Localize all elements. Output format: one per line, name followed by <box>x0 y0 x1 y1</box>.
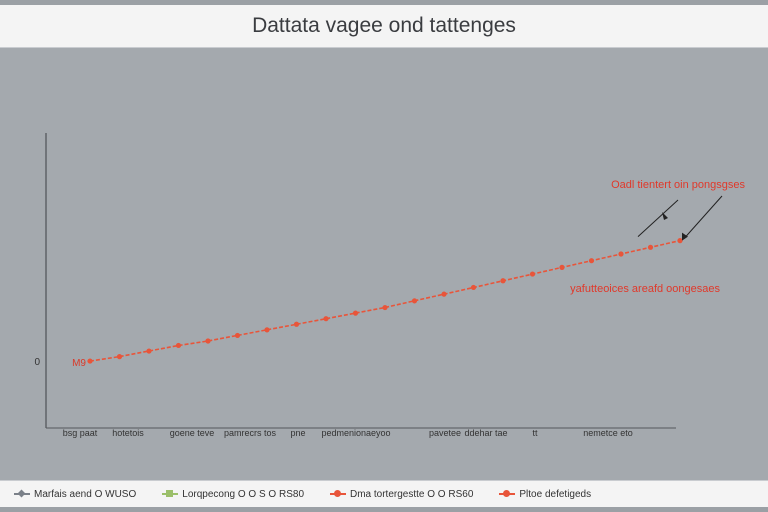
data-point <box>323 316 329 322</box>
data-point <box>116 354 123 360</box>
data-point <box>264 327 270 333</box>
annotation-arrowhead <box>682 232 688 241</box>
data-point <box>618 251 624 257</box>
x-tick-label: goene teve <box>170 428 215 438</box>
legend-label: Marfais aend O WUSO <box>34 488 137 500</box>
data-point <box>441 291 447 297</box>
legend-swatch-icon <box>14 489 30 499</box>
data-point <box>411 298 418 304</box>
chart-title: Dattata vagee ond tattenges <box>252 14 516 37</box>
legend-item-1[interactable]: Marfais aend O WUSO <box>14 489 136 500</box>
x-tick-label: bsg paat <box>63 428 98 438</box>
data-point <box>293 321 300 327</box>
data-point <box>500 278 506 284</box>
data-point <box>529 271 536 277</box>
annotation-label: yafutteoices areafd oongesaes <box>570 283 720 295</box>
x-tick-label: hotetois <box>112 428 144 438</box>
x-tick-label: pedmenionaeyoo <box>321 428 390 438</box>
legend-label: Dma tortergestte O O RS60 <box>350 488 474 500</box>
data-point <box>677 238 683 244</box>
x-tick-label: nemetce eto <box>583 428 633 438</box>
legend-label: Lorqpecong O O S O RS80 <box>182 488 304 500</box>
data-point <box>87 358 93 364</box>
legend-item-2[interactable]: Lorqpecong O O S O RS80 <box>162 489 304 500</box>
x-tick-label: pne <box>290 428 305 438</box>
legend-swatch-icon <box>499 489 516 499</box>
data-point <box>234 332 241 339</box>
data-point <box>146 348 152 354</box>
x-tick-label: ddehar tae <box>464 428 507 438</box>
top-edge <box>0 0 768 5</box>
y-tick-label: 0 <box>34 357 40 368</box>
annotation-arrow <box>637 199 679 237</box>
legend-swatch-icon <box>330 489 346 499</box>
data-point <box>647 244 654 250</box>
legend: Marfais aend O WUSO Lorqpecong O O S O R… <box>0 480 768 507</box>
x-tick-label: tt <box>532 428 538 438</box>
legend-marker <box>166 490 174 497</box>
legend-item-3[interactable]: Dma tortergestte O O RS60 <box>330 489 473 500</box>
series-line <box>89 239 681 362</box>
bottom-edge <box>0 507 768 512</box>
data-point <box>588 258 595 264</box>
data-point <box>175 342 182 349</box>
start-label: M9 <box>72 358 86 369</box>
legend-label: Pltoe defetigeds <box>519 488 592 500</box>
plot-area: 0 bsg paat hotetois goene teve pamrecrs tos p… <box>0 48 768 478</box>
data-point <box>352 310 359 316</box>
legend-marker <box>17 489 26 498</box>
legend-swatch-icon <box>162 489 179 499</box>
data-point <box>382 304 388 311</box>
data-point <box>559 264 565 270</box>
legend-item-4[interactable]: Pltoe defetigeds <box>499 489 591 500</box>
data-point <box>205 338 211 344</box>
annotation-arrowhead <box>662 212 668 220</box>
annotation-arrow <box>683 195 723 239</box>
annotation-label: Oadl tientert oin pongsgses <box>611 179 745 191</box>
title-bar: Dattata vagee ond tattenges <box>0 5 768 48</box>
line-chart: 0 bsg paat hotetois goene teve pamrecrs tos p… <box>34 133 745 438</box>
legend-marker <box>503 490 511 497</box>
x-tick-label: pamrecrs tos <box>224 428 277 438</box>
x-tick-label: pavetee <box>429 428 461 438</box>
legend-marker <box>334 490 341 497</box>
data-point <box>470 284 477 291</box>
